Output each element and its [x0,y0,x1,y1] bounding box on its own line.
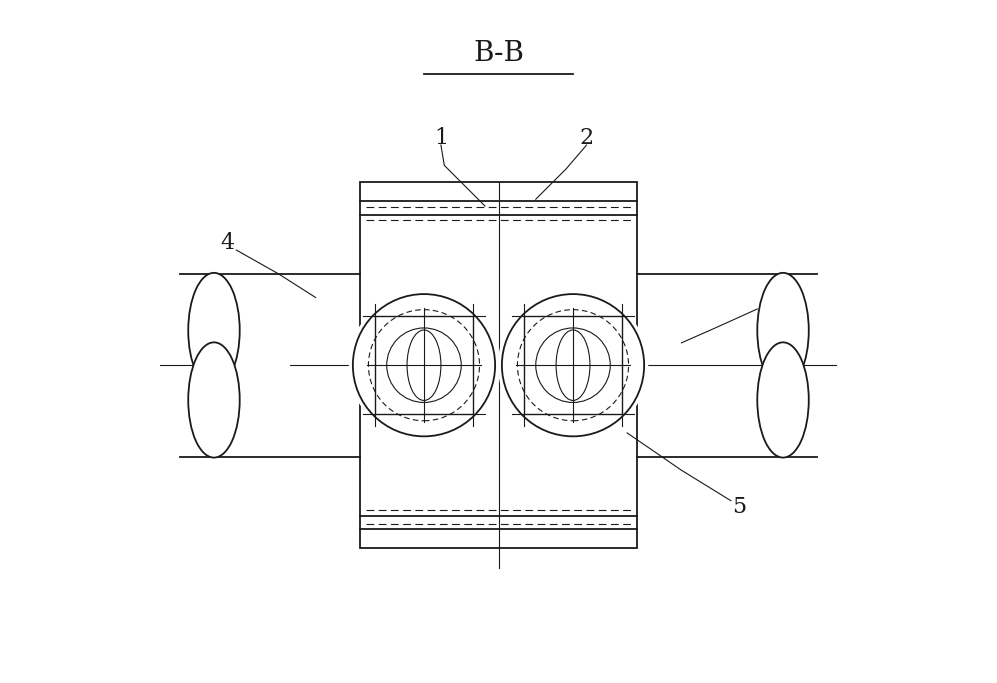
Ellipse shape [188,273,239,388]
Circle shape [350,291,498,440]
Bar [360,182,637,548]
Bar [375,316,473,414]
Text: B-B: B-B [473,40,524,67]
Bar [524,316,622,414]
Ellipse shape [758,273,809,388]
Text: 5: 5 [732,497,746,518]
Circle shape [498,291,647,440]
Text: 1: 1 [434,127,448,150]
Text: 4: 4 [220,232,234,254]
Text: 3: 3 [759,293,774,316]
Ellipse shape [758,342,809,458]
Text: 2: 2 [579,127,593,150]
Ellipse shape [188,342,239,458]
